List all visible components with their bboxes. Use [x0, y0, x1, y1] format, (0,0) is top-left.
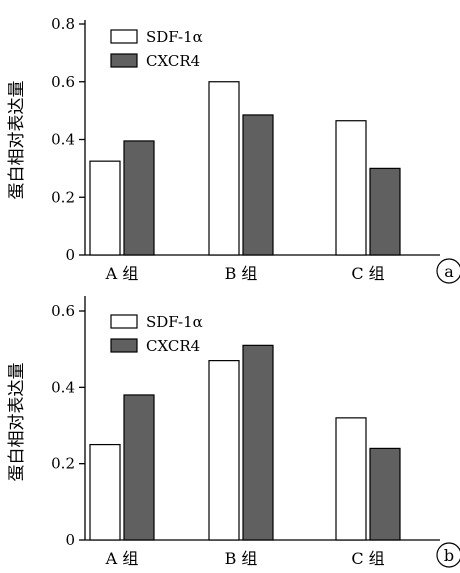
y-axis-label: 蛋白相对表达量: [7, 81, 27, 200]
chart-panel-b: 蛋白相对表达量 0 0.2 0.4 0.6 A 组 B 组 C 组 SDF-1α CXCR4…: [7, 296, 460, 568]
panel-tag-circle: [436, 258, 460, 284]
panel-tag-label: a: [444, 262, 454, 281]
y-tick-label: 0.8: [51, 15, 75, 33]
legend-label: SDF-1α: [146, 28, 203, 46]
x-category-label: B 组: [225, 549, 258, 568]
bar-sdf1a: [89, 160, 121, 256]
y-axis-label: 蛋白相对表达量: [7, 363, 27, 482]
x-category-label: C 组: [351, 549, 384, 568]
legend: SDF-1α CXCR4: [110, 28, 203, 70]
y-tick-label: 0.6: [51, 302, 75, 320]
y-ticks: 0 0.2 0.4 0.6: [51, 302, 85, 549]
panel-tag-a: a: [436, 258, 460, 284]
y-tick-label: 0.2: [51, 455, 75, 473]
legend: SDF-1α CXCR4: [110, 313, 203, 355]
panel-tag-circle: [436, 542, 460, 568]
y-tick-label: 0.2: [51, 188, 75, 206]
panel-tag-label: b: [444, 546, 454, 565]
bar-cxcr4: [242, 344, 274, 541]
chart-panel-a: 蛋白相对表达量 0 0.2 0.4 0.6 0.8 A 组 B 组 C 组 SDF-1α CX…: [7, 15, 460, 284]
bar-sdf1a: [335, 417, 367, 541]
x-category-label: A 组: [105, 264, 139, 283]
bar-cxcr4: [123, 140, 155, 256]
legend-swatch: [110, 314, 138, 329]
bar-cxcr4: [242, 114, 274, 256]
bar-sdf1a: [208, 81, 240, 256]
panel-tag-b: b: [436, 542, 460, 568]
x-category-label: B 组: [225, 264, 258, 283]
bar-sdf1a: [89, 443, 121, 541]
y-tick-label: 0.6: [51, 73, 75, 91]
legend-swatch: [110, 338, 138, 353]
legend-label: CXCR4: [146, 337, 200, 355]
y-ticks: 0 0.2 0.4 0.6 0.8: [51, 15, 85, 264]
bar-sdf1a: [335, 120, 367, 256]
y-tick-label: 0: [65, 531, 75, 549]
bars: [89, 344, 401, 541]
legend-label: SDF-1α: [146, 313, 203, 331]
legend-swatch: [110, 53, 138, 68]
x-category-label: A 组: [105, 549, 139, 568]
bars: [89, 81, 401, 256]
bar-sdf1a: [208, 360, 240, 541]
x-category-label: C 组: [351, 264, 384, 283]
bar-cxcr4: [369, 447, 401, 541]
bar-cxcr4: [369, 167, 401, 256]
y-tick-label: 0.4: [51, 131, 75, 149]
y-tick-label: 0: [65, 246, 75, 264]
legend-label: CXCR4: [146, 52, 200, 70]
bar-cxcr4: [123, 394, 155, 541]
y-tick-label: 0.4: [51, 378, 75, 396]
legend-swatch: [110, 29, 138, 44]
